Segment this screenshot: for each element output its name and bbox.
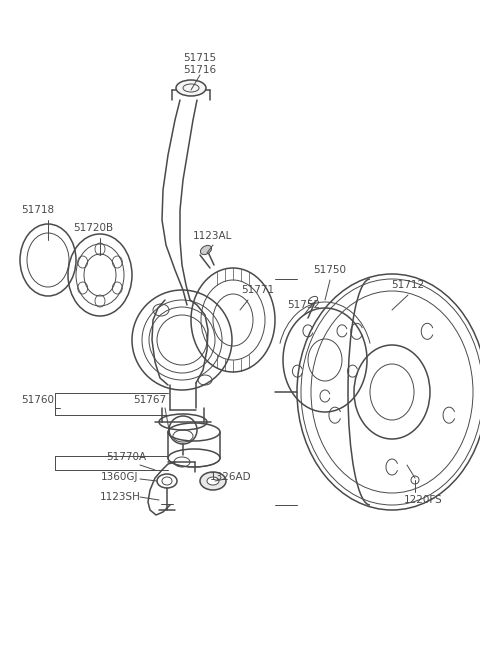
Text: 1360GJ: 1360GJ (101, 472, 139, 482)
Text: 51770A: 51770A (106, 452, 146, 462)
Ellipse shape (200, 472, 226, 490)
Text: 51750: 51750 (313, 265, 347, 275)
Ellipse shape (201, 246, 212, 255)
Ellipse shape (176, 80, 206, 96)
Text: 51760: 51760 (22, 395, 55, 405)
Text: 51767: 51767 (133, 395, 167, 405)
Text: 1220FS: 1220FS (404, 495, 443, 505)
Text: 51720B: 51720B (73, 223, 113, 233)
Text: 1123AL: 1123AL (193, 231, 233, 241)
Text: 1326AD: 1326AD (210, 472, 252, 482)
Ellipse shape (207, 477, 219, 485)
Text: 51715: 51715 (183, 53, 216, 63)
Text: 51718: 51718 (22, 205, 55, 215)
Text: 51771: 51771 (241, 285, 275, 295)
Text: 51752: 51752 (288, 300, 321, 310)
Text: 51712: 51712 (391, 280, 425, 290)
Text: 51716: 51716 (183, 65, 216, 75)
Text: 1123SH: 1123SH (99, 492, 141, 502)
